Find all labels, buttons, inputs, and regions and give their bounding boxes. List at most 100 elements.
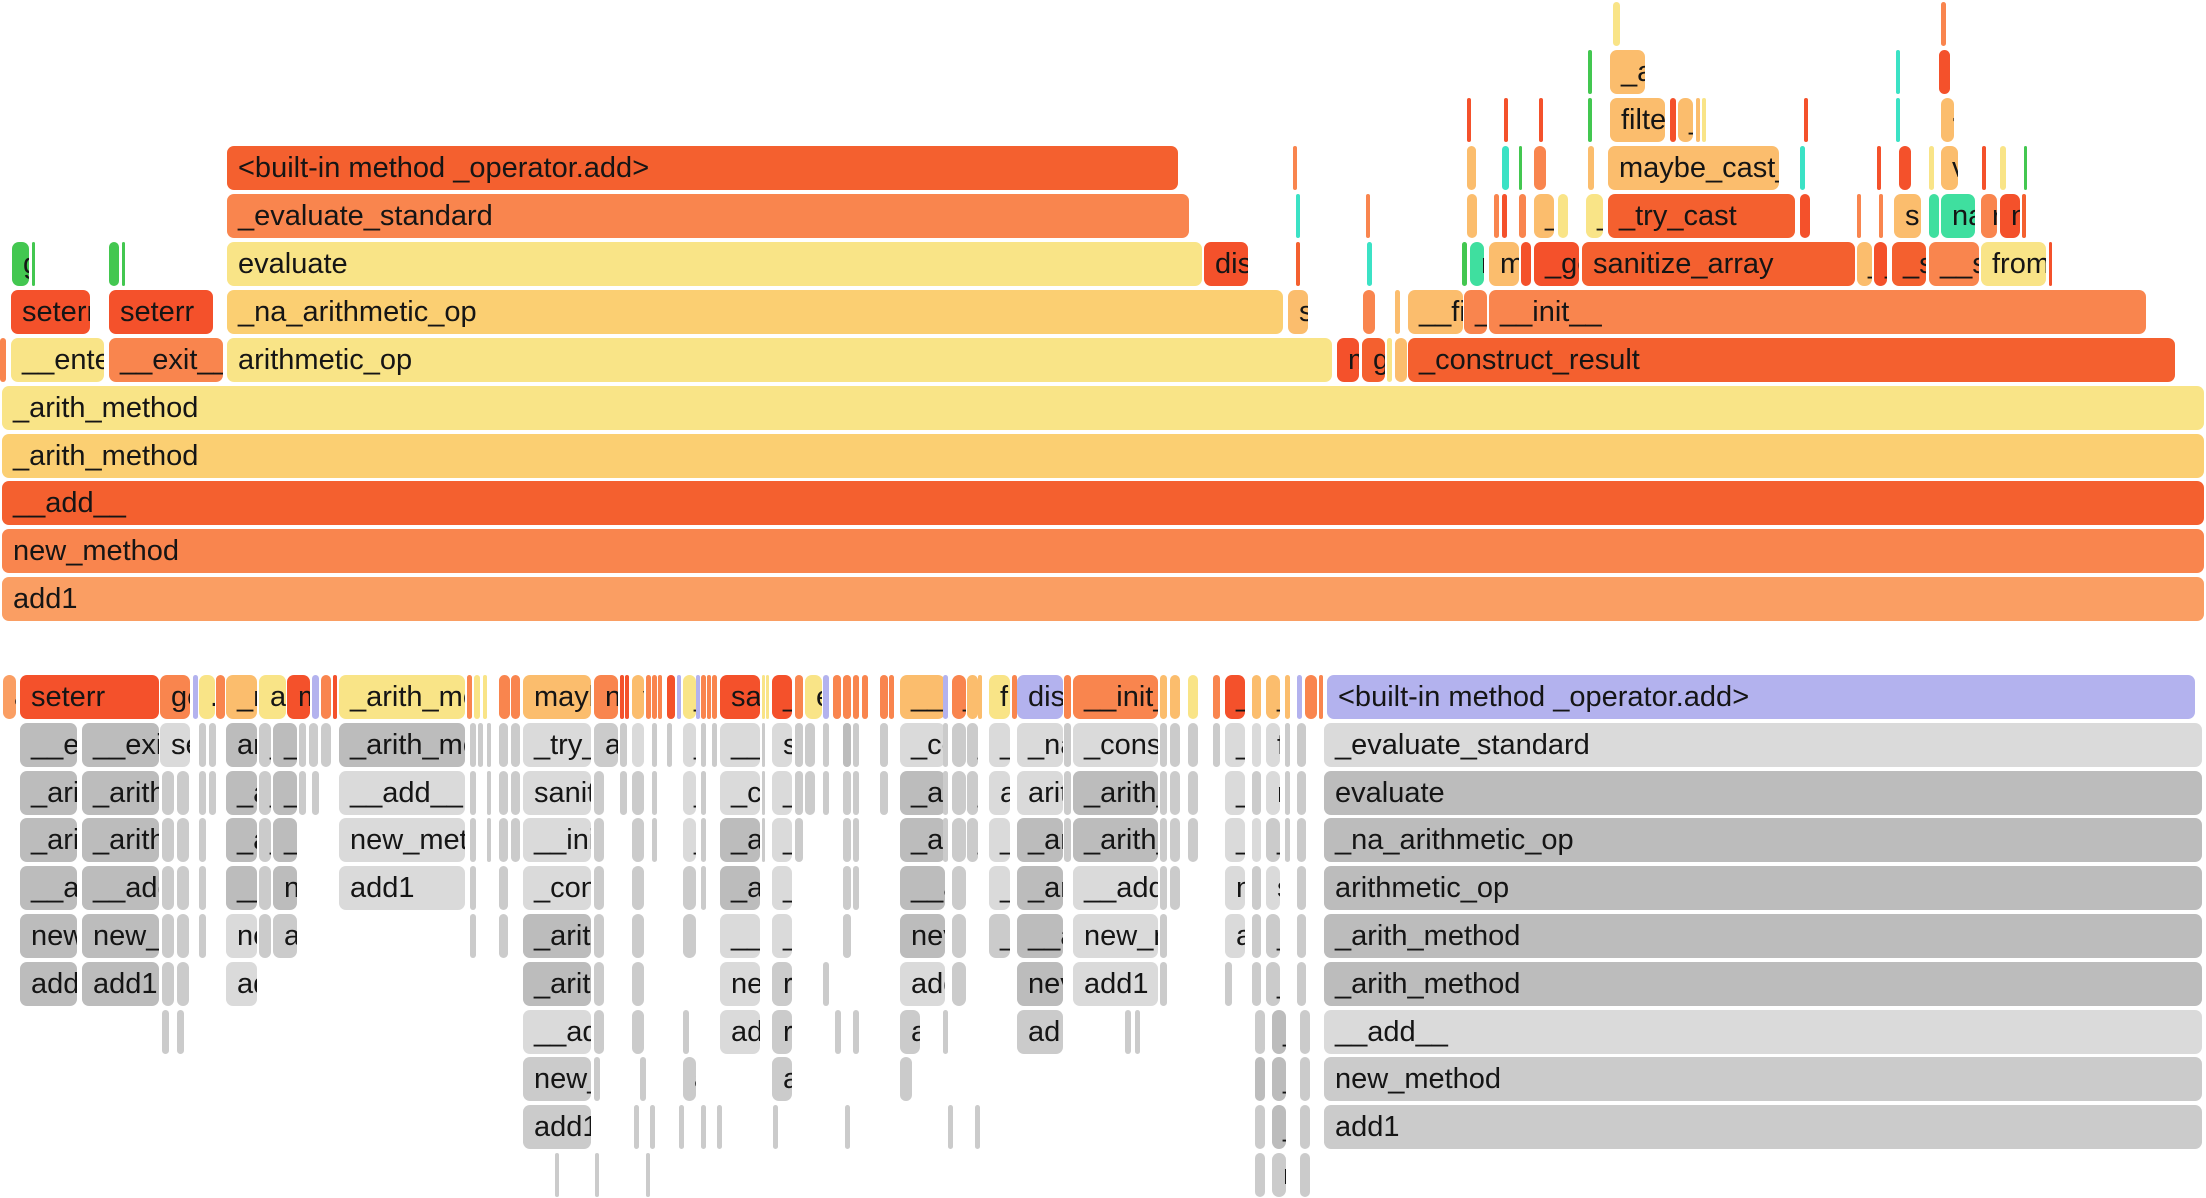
frame-bar[interactable] <box>1896 50 1900 94</box>
frame-bar[interactable]: __se <box>1929 242 1979 286</box>
frame-bar[interactable]: _ <box>1188 675 1198 719</box>
frame-bar[interactable] <box>470 771 476 815</box>
frame-bar[interactable]: a <box>259 675 286 719</box>
frame-bar[interactable]: __add <box>523 1010 591 1054</box>
frame-bar[interactable] <box>1502 146 1509 190</box>
frame-bar[interactable] <box>975 1105 980 1149</box>
frame-bar[interactable] <box>1800 194 1810 238</box>
frame-bar[interactable] <box>1319 675 1323 719</box>
frame-bar[interactable]: n <box>594 675 618 719</box>
frame-bar[interactable]: _ar <box>900 818 945 862</box>
frame-bar[interactable] <box>483 675 487 719</box>
frame-bar[interactable]: _ <box>1252 914 1261 958</box>
frame-bar[interactable] <box>1558 194 1568 238</box>
frame-bar[interactable]: arithmetic_op <box>227 338 1332 382</box>
frame-bar[interactable]: a <box>594 723 618 767</box>
frame-bar[interactable]: a <box>683 1057 696 1101</box>
frame-bar[interactable]: fi <box>1266 723 1280 767</box>
frame-bar[interactable]: _ar <box>1017 818 1063 862</box>
frame-bar[interactable] <box>1804 98 1808 142</box>
frame-bar[interactable] <box>1160 914 1167 958</box>
frame-bar[interactable] <box>889 675 894 719</box>
frame-bar[interactable]: disp <box>1017 675 1063 719</box>
frame-bar[interactable]: _ <box>989 723 1010 767</box>
frame-bar[interactable]: r <box>309 723 318 767</box>
frame-bar[interactable]: new_method <box>1324 1057 2202 1101</box>
frame-bar[interactable] <box>1285 723 1290 767</box>
frame-bar[interactable] <box>162 914 174 958</box>
frame-bar[interactable]: _n <box>226 675 257 719</box>
frame-bar[interactable]: . <box>1899 146 1911 190</box>
frame-bar[interactable]: _ <box>1252 866 1261 910</box>
frame-bar[interactable]: a <box>259 914 271 958</box>
frame-bar[interactable]: __fi <box>1408 290 1463 334</box>
frame-bar[interactable] <box>667 675 675 719</box>
frame-bar[interactable] <box>1160 866 1167 910</box>
frame-bar[interactable] <box>177 866 189 910</box>
frame-bar[interactable]: r <box>199 866 206 910</box>
frame-bar[interactable] <box>487 818 491 862</box>
frame-bar[interactable] <box>594 771 604 815</box>
frame-bar[interactable] <box>652 723 657 767</box>
frame-bar[interactable]: g <box>1362 338 1385 382</box>
frame-bar[interactable]: _const <box>1073 723 1158 767</box>
frame-bar[interactable]: _ <box>1678 98 1693 142</box>
frame-bar[interactable]: e <box>805 675 822 719</box>
frame-bar[interactable] <box>199 723 206 767</box>
frame-bar[interactable] <box>646 1153 650 1197</box>
frame-bar[interactable]: new_meth <box>339 818 465 862</box>
frame-bar[interactable]: _ <box>1266 962 1280 1006</box>
frame-bar[interactable]: __exit__ <box>109 338 223 382</box>
frame-bar[interactable]: r <box>772 1010 792 1054</box>
frame-bar[interactable] <box>216 675 225 719</box>
frame-bar[interactable]: n <box>1252 723 1261 767</box>
frame-bar[interactable]: new_m <box>1073 914 1158 958</box>
frame-bar[interactable]: s <box>1894 194 1921 238</box>
frame-bar[interactable]: _ <box>1857 242 1872 286</box>
frame-bar[interactable]: _ <box>683 675 696 719</box>
frame-bar[interactable] <box>634 1105 639 1149</box>
frame-bar[interactable]: __exit_ <box>82 723 159 767</box>
frame-bar[interactable]: a <box>1300 1153 1310 1197</box>
frame-bar[interactable] <box>701 771 706 815</box>
frame-bar[interactable] <box>1982 146 1986 190</box>
frame-bar[interactable] <box>1494 194 1499 238</box>
frame-bar[interactable] <box>162 818 174 862</box>
frame-bar[interactable] <box>2049 242 2052 286</box>
frame-bar[interactable]: add1 <box>523 1105 591 1149</box>
frame-bar[interactable] <box>199 771 206 815</box>
frame-bar[interactable]: . <box>470 818 476 862</box>
frame-bar[interactable] <box>952 723 966 767</box>
frame-bar[interactable]: . <box>1300 1057 1310 1101</box>
frame-bar[interactable] <box>712 675 717 719</box>
frame-bar[interactable]: _ <box>1188 723 1198 767</box>
frame-bar[interactable]: new_method <box>2 529 2204 573</box>
frame-bar[interactable] <box>299 723 306 767</box>
frame-bar[interactable] <box>843 675 851 719</box>
frame-bar[interactable] <box>952 866 966 910</box>
frame-bar[interactable] <box>696 675 700 719</box>
frame-bar[interactable] <box>632 771 644 815</box>
frame-bar[interactable]: ad <box>226 962 257 1006</box>
frame-bar[interactable] <box>499 914 508 958</box>
frame-bar[interactable] <box>658 675 662 719</box>
frame-bar[interactable] <box>952 818 966 862</box>
frame-bar[interactable]: _ <box>967 818 978 862</box>
frame-bar[interactable] <box>499 675 510 719</box>
frame-bar[interactable] <box>474 675 480 719</box>
frame-bar[interactable]: maybe <box>523 675 591 719</box>
frame-bar[interactable]: _ <box>1188 818 1198 862</box>
frame-bar[interactable] <box>717 1105 722 1149</box>
frame-bar[interactable]: _arith_method <box>1324 962 2202 1006</box>
frame-bar[interactable]: _ . <box>1534 194 1554 238</box>
frame-bar[interactable]: __init <box>523 818 591 862</box>
frame-bar[interactable]: _ <box>772 771 792 815</box>
frame-bar[interactable]: _arith <box>523 962 591 1006</box>
frame-bar[interactable] <box>701 818 706 862</box>
frame-bar[interactable] <box>595 1153 599 1197</box>
frame-bar[interactable]: _cons <box>523 866 591 910</box>
frame-bar[interactable]: _ <box>1874 242 1887 286</box>
frame-bar[interactable]: __ <box>720 914 760 958</box>
frame-bar[interactable]: _arit <box>20 818 77 862</box>
